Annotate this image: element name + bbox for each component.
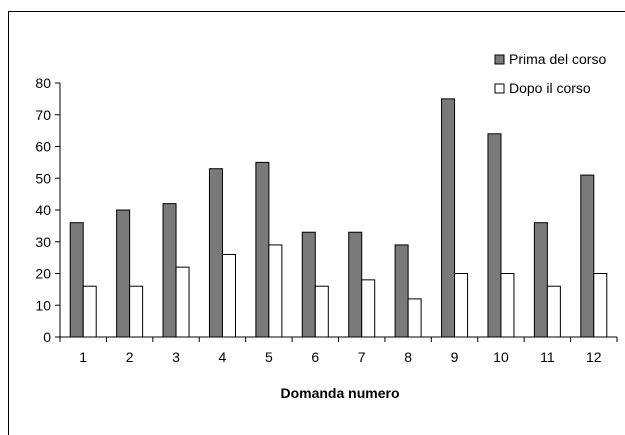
y-axis: 0 10 20 30 40 50 60 70 80	[35, 75, 61, 345]
y-tick-label: 10	[35, 297, 51, 313]
x-tick-label: 6	[311, 349, 319, 365]
bar-dopo	[593, 273, 608, 338]
y-tick-label: 70	[35, 107, 51, 123]
x-tick-label: 5	[265, 349, 273, 365]
bar-prima	[441, 98, 456, 338]
bar-prima	[255, 161, 270, 338]
x-tick-label: 4	[219, 349, 227, 365]
x-tick-label: 7	[358, 349, 366, 365]
x-tick-label: 8	[404, 349, 412, 365]
y-tick-label: 80	[35, 75, 51, 91]
x-tick-label: 11	[540, 349, 555, 365]
bar-prima	[301, 231, 316, 338]
x-tick-label: 12	[586, 349, 602, 365]
y-tick-label: 30	[35, 234, 51, 250]
bar-dopo	[546, 285, 561, 338]
bar-prima	[69, 222, 84, 338]
bar-prima	[208, 168, 223, 338]
bar-prima	[533, 222, 548, 338]
x-axis: 1 2 3 4 5 6 7 8 9 10 11 12	[59, 336, 618, 365]
bar-dopo	[82, 285, 97, 338]
y-tick-label: 40	[35, 202, 51, 218]
bar-dopo	[314, 285, 329, 338]
x-tick-label: 2	[126, 349, 134, 365]
legend-label-dopo: Dopo il corso	[509, 80, 591, 96]
bar-dopo	[129, 285, 144, 338]
bar-prima	[162, 203, 177, 338]
x-tick-label: 3	[172, 349, 180, 365]
y-tick-label: 0	[43, 329, 51, 345]
bar-prima	[580, 174, 595, 338]
y-tick-label: 20	[35, 266, 51, 282]
bar-prima	[394, 244, 409, 338]
x-axis-title: Domanda numero	[280, 385, 399, 401]
legend: Prima del corso Dopo il corso	[494, 51, 606, 96]
bar-dopo	[454, 273, 469, 338]
bar-prima	[487, 133, 502, 338]
plot-area	[69, 98, 608, 338]
bar-dopo	[268, 244, 283, 338]
x-tick-label: 1	[79, 349, 87, 365]
bar-dopo	[175, 266, 190, 338]
frame-top-border	[8, 11, 625, 12]
bar-prima	[348, 231, 363, 338]
legend-swatch-prima	[494, 54, 505, 65]
bar-dopo	[407, 298, 422, 338]
bar-dopo	[221, 253, 236, 338]
x-tick-label: 10	[493, 349, 509, 365]
legend-label-prima: Prima del corso	[509, 51, 606, 67]
frame-left-border	[8, 11, 9, 435]
bar-prima	[116, 209, 131, 338]
y-tick-label: 50	[35, 170, 51, 186]
bar-dopo	[500, 273, 515, 338]
bar-dopo	[361, 279, 376, 338]
legend-swatch-dopo	[494, 83, 505, 94]
y-tick-label: 60	[35, 139, 51, 155]
x-tick-label: 9	[451, 349, 459, 365]
